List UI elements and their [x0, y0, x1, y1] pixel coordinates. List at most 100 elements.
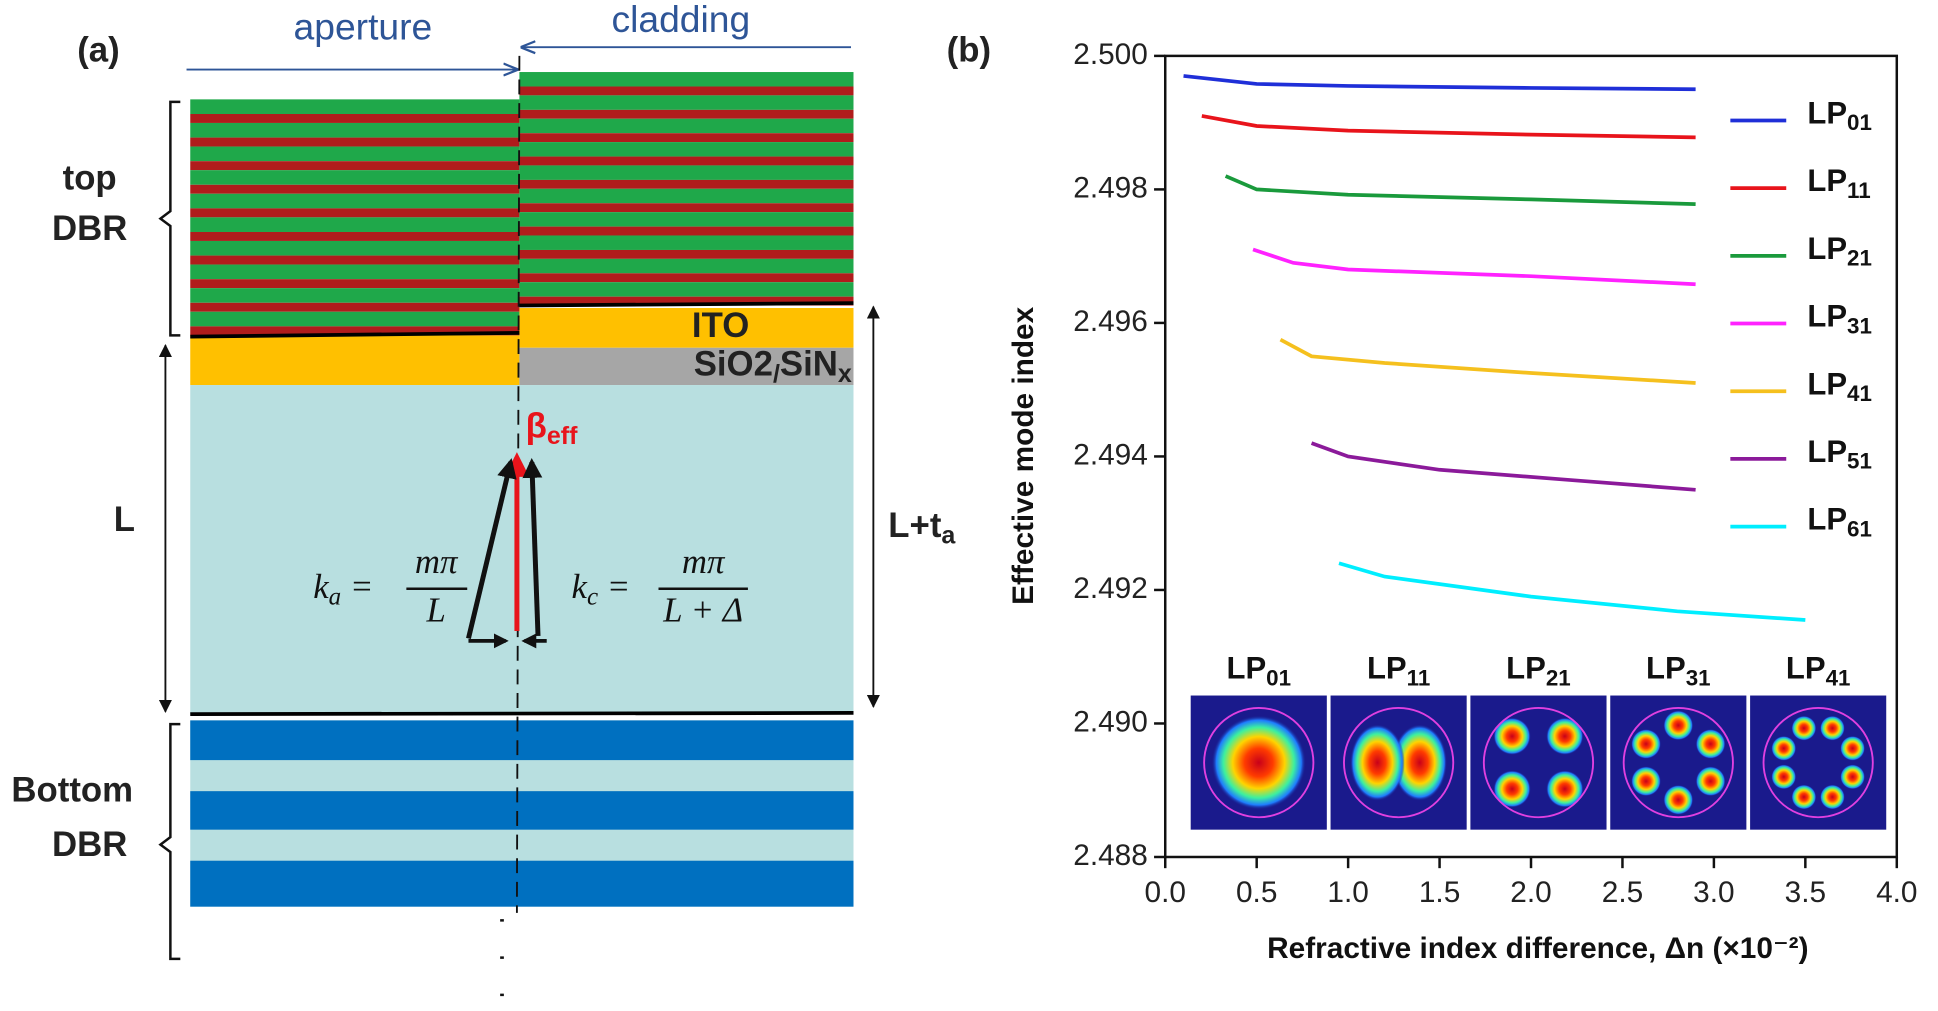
dbr-layer — [190, 122, 520, 138]
mode-lobe — [1493, 717, 1531, 755]
dbr-layer — [519, 86, 854, 96]
dbr-layer — [190, 113, 520, 123]
dbr-layer — [190, 240, 520, 256]
dbr-layer — [190, 231, 520, 241]
series-line — [1279, 337, 1696, 385]
dbr-layer — [519, 212, 854, 227]
inset-label: LP41 — [1786, 651, 1851, 690]
mode-lobe — [1820, 715, 1845, 741]
mode-lobe — [1771, 735, 1797, 761]
mode-lobe — [1350, 724, 1405, 801]
legend-label: LP41 — [1807, 366, 1872, 405]
mode-lobe — [1695, 766, 1726, 797]
x-tick-label: 0.5 — [1236, 876, 1277, 909]
series-line — [1183, 74, 1696, 92]
series-line — [1338, 561, 1806, 622]
dbr-layer — [519, 296, 854, 306]
chart: (b) Effective mode index Refractive inde… — [947, 31, 1918, 965]
x-tick-label: 0.0 — [1145, 876, 1186, 909]
mode-panel — [1470, 695, 1607, 830]
y-tick-label: 2.494 — [1073, 438, 1148, 471]
dbr-layer — [519, 235, 854, 250]
series-line — [1224, 174, 1696, 206]
top-dbr-label: top — [63, 159, 117, 197]
core-outline — [1762, 707, 1874, 819]
y-tick-label: 2.492 — [1073, 572, 1148, 605]
core-outline — [1622, 707, 1734, 819]
mode-lobe — [1663, 710, 1694, 741]
mode-lobe — [1392, 724, 1448, 801]
oxide-label: SiO2/SiNx — [694, 346, 852, 388]
dbr-layer — [519, 133, 854, 143]
dbr-layer — [519, 273, 854, 283]
panel-label: (b) — [947, 31, 991, 69]
equation: L — [426, 591, 446, 630]
legend-label: LP51 — [1807, 434, 1872, 473]
legend-label: LP61 — [1807, 502, 1872, 541]
mode-lobe — [1771, 764, 1797, 790]
dbr-layer — [519, 282, 854, 297]
dbr-layer — [519, 95, 854, 110]
ito-aperture — [190, 335, 520, 386]
dbr-layer — [519, 226, 854, 236]
dbr-layer — [190, 217, 520, 232]
x-tick-label: 4.0 — [1876, 876, 1917, 909]
dbr-layer — [519, 179, 854, 189]
dbr-layer — [190, 161, 520, 171]
dbr-layer — [190, 326, 520, 336]
dbr-layer — [519, 109, 854, 119]
dbr-layer — [519, 188, 854, 204]
dbr-layer — [190, 311, 520, 327]
dbr-layer — [519, 156, 854, 166]
dbr-layer — [190, 146, 520, 162]
mode-lobe — [1695, 729, 1726, 759]
legend-label: LP21 — [1807, 231, 1872, 270]
mode-panel — [1750, 695, 1887, 830]
x-tick-label: 3.0 — [1693, 876, 1734, 909]
equation: mπ — [415, 542, 459, 581]
equation: L + Δ — [662, 591, 743, 630]
y-tick-label: 2.490 — [1073, 705, 1148, 738]
equation: mπ — [682, 542, 726, 581]
cladding-label: cladding — [611, 0, 750, 40]
series-line — [1310, 441, 1696, 492]
inset-label: LP31 — [1646, 651, 1711, 690]
kc-vector — [522, 458, 543, 637]
y-tick-label: 2.498 — [1073, 171, 1148, 204]
mode-lobe — [1840, 735, 1866, 761]
inset-label: LP11 — [1367, 651, 1430, 690]
x-tick-label: 2.0 — [1510, 876, 1551, 909]
legend-label: LP11 — [1807, 163, 1870, 202]
dbr-layer — [190, 137, 520, 147]
dbr-layer — [190, 302, 520, 312]
dbr-layer — [519, 72, 854, 87]
interface — [519, 301, 854, 308]
x-tick-label: 1.5 — [1419, 876, 1460, 909]
dbr-layer — [190, 170, 520, 185]
dbr-layer — [190, 208, 520, 218]
bracket — [158, 100, 181, 337]
aperture-label: aperture — [294, 6, 433, 48]
oxide-layer — [519, 347, 854, 386]
mode-lobe — [1493, 770, 1531, 808]
dbr-layer — [190, 288, 520, 303]
length-label: L — [114, 501, 135, 539]
bracket — [158, 722, 181, 961]
panel-label: (a) — [77, 31, 120, 69]
interface — [190, 711, 854, 717]
dbr-layer — [519, 118, 854, 134]
dbr-layer — [519, 142, 854, 157]
ka-vector — [466, 458, 517, 639]
mode-lobe — [1546, 770, 1584, 808]
x-tick-label: 2.5 — [1602, 876, 1643, 909]
y-tick-label: 2.500 — [1073, 38, 1148, 71]
legend-label: LP31 — [1807, 299, 1872, 338]
core-outline — [1343, 707, 1455, 819]
x-tick-label: 3.5 — [1785, 876, 1826, 909]
dbr-layer — [190, 193, 520, 209]
legend-label: LP01 — [1807, 96, 1872, 135]
mode-lobe — [1820, 784, 1845, 810]
y-tick-label: 2.488 — [1073, 839, 1148, 872]
inset-label: LP01 — [1226, 651, 1291, 690]
x-axis-label: Refractive index difference, Δn (×10⁻²) — [1267, 932, 1808, 965]
